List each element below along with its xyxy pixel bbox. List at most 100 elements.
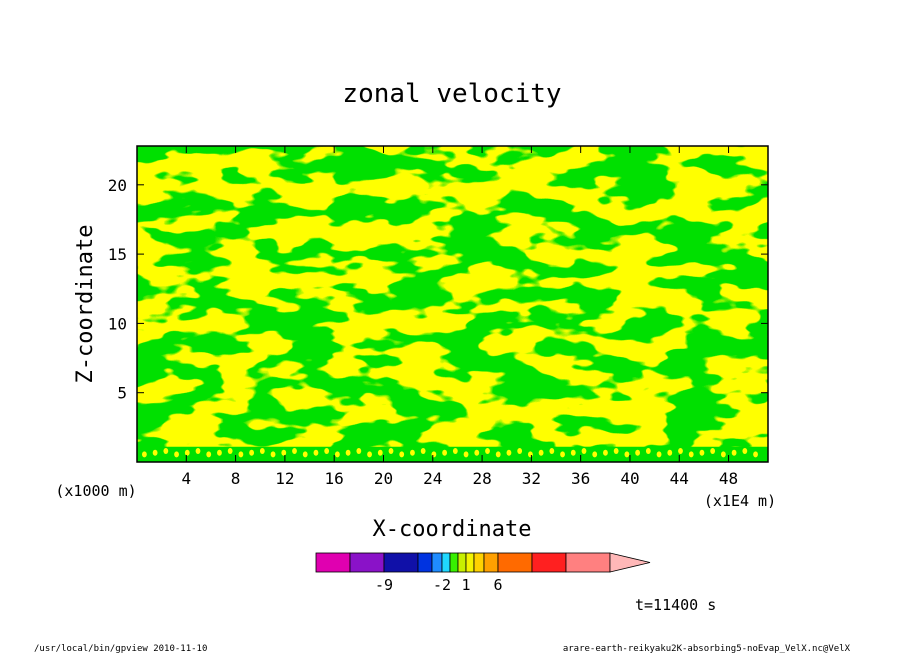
colorbar-tick-label: -2 bbox=[433, 576, 451, 594]
band-cell bbox=[678, 448, 683, 455]
colorbar-arrow bbox=[609, 552, 651, 573]
band-cell bbox=[592, 451, 598, 458]
band-cell bbox=[152, 449, 158, 456]
colorbar-cell bbox=[315, 552, 351, 573]
band-cell bbox=[538, 449, 544, 456]
band-cell bbox=[549, 448, 555, 455]
band-cell bbox=[281, 449, 287, 456]
band-cell bbox=[570, 449, 576, 456]
band-cell bbox=[420, 448, 426, 455]
band-cell bbox=[731, 449, 737, 456]
band-cell bbox=[753, 451, 758, 458]
band-cell bbox=[495, 451, 501, 458]
colorbar-tick-label: -9 bbox=[375, 576, 393, 594]
colorbar-cell bbox=[441, 552, 451, 573]
band-cell bbox=[377, 449, 383, 456]
colorbar-cell bbox=[473, 552, 485, 573]
band-cell bbox=[238, 451, 244, 458]
colorbar-cell bbox=[531, 552, 567, 573]
y-tick-label: 15 bbox=[108, 245, 127, 264]
y-tick-label: 20 bbox=[108, 176, 127, 195]
band-cell bbox=[270, 451, 276, 458]
band-cell bbox=[195, 448, 201, 455]
band-cell bbox=[517, 448, 523, 455]
colorbar-cell bbox=[449, 552, 459, 573]
band-cell bbox=[699, 449, 705, 456]
field-negative bbox=[137, 146, 768, 462]
band-cell bbox=[613, 448, 619, 455]
band-cell bbox=[720, 451, 726, 458]
plot-frame bbox=[136, 145, 769, 463]
band-cell bbox=[410, 449, 415, 456]
y-tick-label: 5 bbox=[117, 384, 127, 403]
band-cell bbox=[688, 451, 694, 458]
colorbar-tick-label: 1 bbox=[461, 576, 470, 594]
x-tick-label: 28 bbox=[472, 469, 491, 488]
x-tick-label: 8 bbox=[231, 469, 241, 488]
y-axis-label: Z-coordinate bbox=[73, 225, 98, 384]
y-unit-label: (x1000 m) bbox=[55, 482, 136, 500]
band-cell bbox=[163, 448, 169, 455]
band-cell bbox=[581, 448, 587, 455]
x-tick-label: 16 bbox=[325, 469, 344, 488]
band-cell bbox=[345, 449, 351, 456]
x-axis-label: X-coordinate bbox=[373, 517, 532, 542]
band-cell bbox=[474, 449, 480, 456]
band-cell bbox=[367, 451, 372, 458]
y-axis: 5 10 15 20 bbox=[108, 176, 768, 403]
band-cell bbox=[388, 448, 394, 455]
band-cell bbox=[667, 449, 673, 456]
band-cell bbox=[742, 448, 748, 455]
x-tick-label: 36 bbox=[571, 469, 590, 488]
band-cell bbox=[313, 449, 319, 456]
footer-right: arare-earth-reikyaku2K-absorbing5-noEvap… bbox=[563, 644, 851, 654]
y-tick-label: 10 bbox=[108, 314, 127, 333]
colorbar-tick-label: 6 bbox=[493, 576, 502, 594]
colorbar-cell bbox=[483, 552, 499, 573]
band-cell bbox=[635, 449, 641, 456]
band-cell bbox=[452, 448, 458, 455]
band-cell bbox=[399, 451, 405, 458]
band-cell bbox=[603, 449, 608, 456]
band-cell bbox=[356, 448, 362, 455]
band-cell bbox=[463, 451, 469, 458]
x-tick-label: 4 bbox=[181, 469, 191, 488]
band-cell bbox=[174, 451, 179, 458]
band-cell bbox=[431, 451, 437, 458]
footer-left: /usr/local/bin/gpview 2010-11-10 bbox=[34, 644, 207, 654]
band-cell bbox=[141, 451, 147, 458]
x-axis: 4 8 12 16 20 24 28 32 36 40 44 48 bbox=[181, 146, 738, 488]
x-tick-label: 12 bbox=[275, 469, 294, 488]
colorbar bbox=[315, 552, 651, 573]
x-tick-label: 32 bbox=[522, 469, 541, 488]
x-tick-label: 24 bbox=[423, 469, 442, 488]
band-cell bbox=[442, 449, 448, 456]
chart-title: zonal velocity bbox=[342, 79, 561, 109]
band-cell bbox=[624, 451, 630, 458]
band-cell bbox=[206, 451, 212, 458]
band-cell bbox=[645, 448, 651, 455]
x-tick-label: 20 bbox=[374, 469, 393, 488]
band-cell bbox=[485, 448, 490, 455]
band-cell bbox=[217, 449, 222, 456]
colorbar-cell bbox=[465, 552, 475, 573]
band-cell bbox=[334, 451, 340, 458]
band-cell bbox=[184, 449, 190, 456]
band-cell bbox=[259, 448, 265, 455]
band-cell bbox=[527, 451, 533, 458]
colorbar-cell bbox=[383, 552, 419, 573]
colorbar-cell bbox=[497, 552, 533, 573]
band-cell bbox=[656, 451, 662, 458]
colorbar-cell bbox=[417, 552, 433, 573]
band-cell bbox=[710, 448, 716, 455]
band-cell bbox=[227, 448, 233, 455]
plot-area bbox=[137, 146, 768, 462]
band-cell bbox=[506, 449, 512, 456]
band-cell bbox=[302, 451, 308, 458]
x-tick-label: 44 bbox=[670, 469, 689, 488]
time-label: t=11400 s bbox=[635, 596, 716, 614]
x-unit-label: (x1E4 m) bbox=[704, 492, 776, 510]
x-tick-label: 40 bbox=[620, 469, 639, 488]
colorbar-cell bbox=[431, 552, 443, 573]
